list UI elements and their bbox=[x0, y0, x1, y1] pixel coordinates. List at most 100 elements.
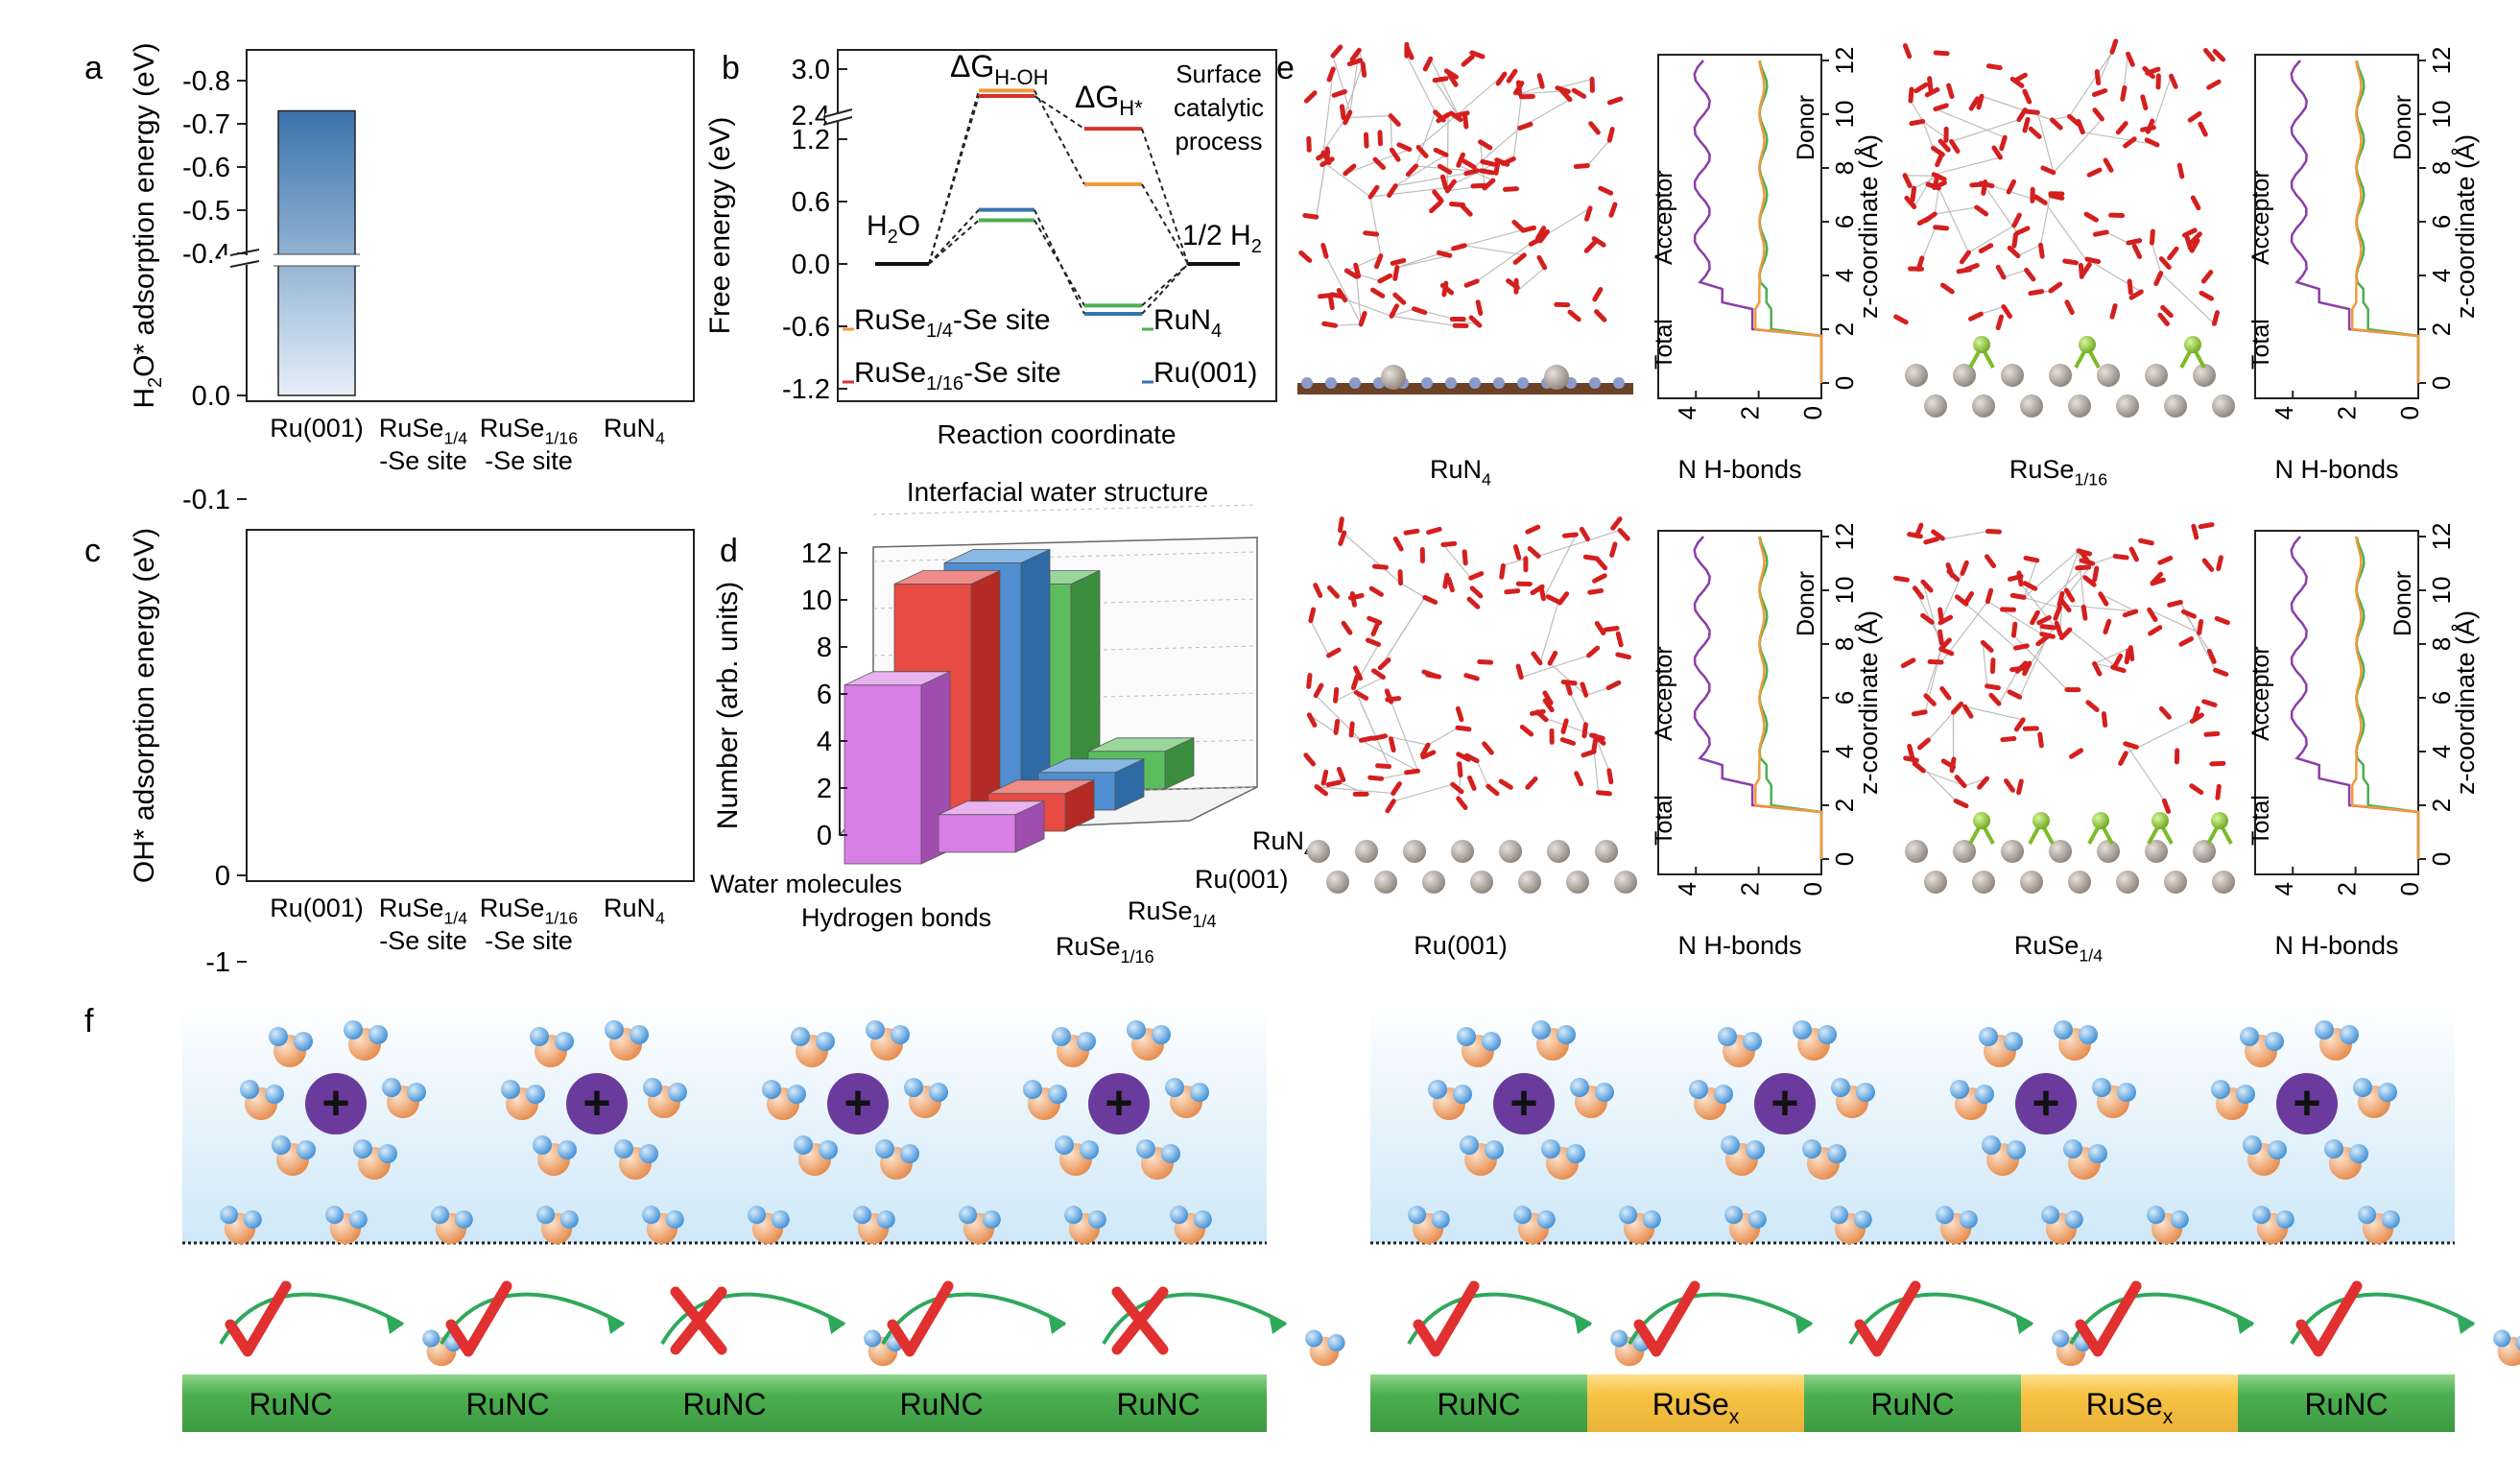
water-molecule bbox=[2123, 741, 2139, 750]
hydrogen-atom bbox=[900, 1144, 919, 1163]
water-molecule bbox=[1933, 50, 1950, 57]
hydrogen-atom bbox=[269, 1027, 288, 1046]
water-molecule bbox=[2215, 783, 2222, 800]
segment-label: RuNC bbox=[1437, 1387, 1520, 1421]
water-molecule bbox=[1606, 127, 1615, 143]
ru-atom bbox=[1566, 871, 1589, 894]
hydrogen-atom bbox=[1619, 1206, 1638, 1225]
tick-label: 8 bbox=[1830, 637, 1859, 651]
panel-b-frame bbox=[837, 49, 1277, 402]
water-molecule bbox=[1478, 139, 1493, 151]
water-molecule bbox=[1325, 779, 1343, 788]
legend-donor: Donor bbox=[2389, 571, 2416, 636]
ru-atom bbox=[1381, 365, 1406, 390]
hydrogen-atom bbox=[2092, 1078, 2111, 1097]
hydrogen-atom bbox=[1959, 1210, 1978, 1229]
water-molecule bbox=[2076, 118, 2085, 135]
transfer-arrow bbox=[1407, 1292, 1592, 1345]
ru-atom bbox=[2145, 364, 2168, 387]
water-molecule bbox=[2201, 558, 2215, 572]
water-molecule bbox=[2138, 537, 2154, 546]
water-molecule bbox=[2112, 653, 2124, 669]
hydrogen-atom bbox=[559, 1210, 579, 1229]
tick-label: -0.4 bbox=[182, 239, 230, 270]
arrow-head bbox=[2236, 1313, 2253, 1334]
water-molecule bbox=[1411, 306, 1428, 316]
panel-b-ylabel: Free energy (eV) bbox=[704, 117, 736, 335]
hydrogen-atom bbox=[558, 1140, 577, 1159]
water-molecule bbox=[1535, 226, 1547, 241]
water-molecule bbox=[1336, 766, 1346, 783]
hbond-line bbox=[1569, 692, 1586, 726]
water-molecule bbox=[2203, 730, 2221, 737]
hbond-line bbox=[1982, 642, 1988, 686]
water-molecule bbox=[2022, 581, 2038, 591]
water-molecule bbox=[1927, 658, 1944, 665]
water-molecule bbox=[2167, 599, 2183, 608]
water-molecule bbox=[1502, 186, 1519, 192]
hydrogen-atom bbox=[530, 1027, 549, 1046]
profile-curve bbox=[1754, 536, 1823, 859]
water-molecule bbox=[1346, 58, 1364, 67]
water-molecule bbox=[2013, 717, 2026, 732]
water-molecule bbox=[1974, 204, 1989, 217]
water-molecule bbox=[1595, 557, 1608, 571]
ru-atom bbox=[1499, 840, 1522, 863]
water-molecule bbox=[1433, 109, 1446, 123]
arrow-head bbox=[1574, 1313, 1591, 1334]
hbond-line bbox=[2036, 112, 2055, 173]
hbond-line bbox=[2086, 258, 2142, 293]
hydrogen-atom bbox=[643, 1078, 662, 1097]
water-molecule bbox=[1405, 163, 1419, 178]
water-molecule bbox=[2007, 573, 2024, 582]
hbond-line bbox=[2017, 244, 2041, 257]
water-molecule bbox=[1333, 718, 1341, 735]
hydrogen-atom bbox=[1048, 1085, 1067, 1104]
tick-label: 10 bbox=[2427, 577, 2456, 605]
water-molecule bbox=[1985, 683, 2001, 691]
se-atom bbox=[2152, 812, 2169, 829]
water-molecule bbox=[2001, 304, 2012, 320]
profile-curve bbox=[2351, 536, 2420, 859]
hydrated-cation: + bbox=[240, 1020, 426, 1180]
water-molecule bbox=[2202, 48, 2216, 62]
tick-label: 0 bbox=[2395, 882, 2424, 896]
hydrogen-atom bbox=[853, 1206, 872, 1225]
tick-label: 6 bbox=[1830, 691, 1859, 705]
water-molecule bbox=[1327, 294, 1335, 311]
water-molecule bbox=[2167, 246, 2179, 261]
water-molecule bbox=[1506, 278, 1520, 291]
panel-d-title: Interfacial water structure bbox=[907, 477, 1208, 507]
se-atom bbox=[1973, 812, 1990, 829]
profile-legend: Total Acceptor Donor bbox=[2247, 571, 2416, 846]
water-molecule bbox=[1907, 743, 1915, 760]
profile-curve bbox=[2351, 60, 2420, 383]
water-molecule bbox=[1527, 545, 1541, 559]
runc-segment bbox=[182, 1374, 399, 1432]
profile-curve bbox=[1693, 536, 1823, 859]
hydrogen-atom bbox=[1714, 1085, 1733, 1104]
hydrogen-atom bbox=[791, 1027, 810, 1046]
water-molecule bbox=[1581, 749, 1597, 758]
ru-atom bbox=[1924, 871, 1947, 894]
water-molecule bbox=[1368, 585, 1384, 597]
profile-ylabel: z-coordinate (Å) bbox=[2450, 610, 2480, 795]
hbond-line bbox=[2023, 596, 2060, 609]
water-molecule bbox=[2109, 38, 2119, 55]
hbond-line bbox=[1910, 100, 1924, 122]
water-molecule bbox=[1303, 752, 1317, 767]
water-molecule bbox=[2000, 736, 2017, 743]
water-molecule bbox=[2198, 522, 2215, 530]
water-molecule bbox=[1534, 709, 1549, 723]
water-molecule bbox=[1456, 796, 1468, 810]
water-molecule bbox=[2197, 619, 2204, 635]
water-molecule bbox=[2049, 117, 2063, 131]
hbond-line bbox=[1335, 323, 1362, 326]
se-atom bbox=[2079, 336, 2096, 353]
water-molecule bbox=[1946, 568, 1961, 583]
water-molecule bbox=[1421, 669, 1438, 679]
hydrogen-atom bbox=[1724, 1206, 1744, 1225]
legend-total: Total bbox=[2247, 319, 2274, 370]
water-molecule bbox=[1594, 620, 1606, 636]
